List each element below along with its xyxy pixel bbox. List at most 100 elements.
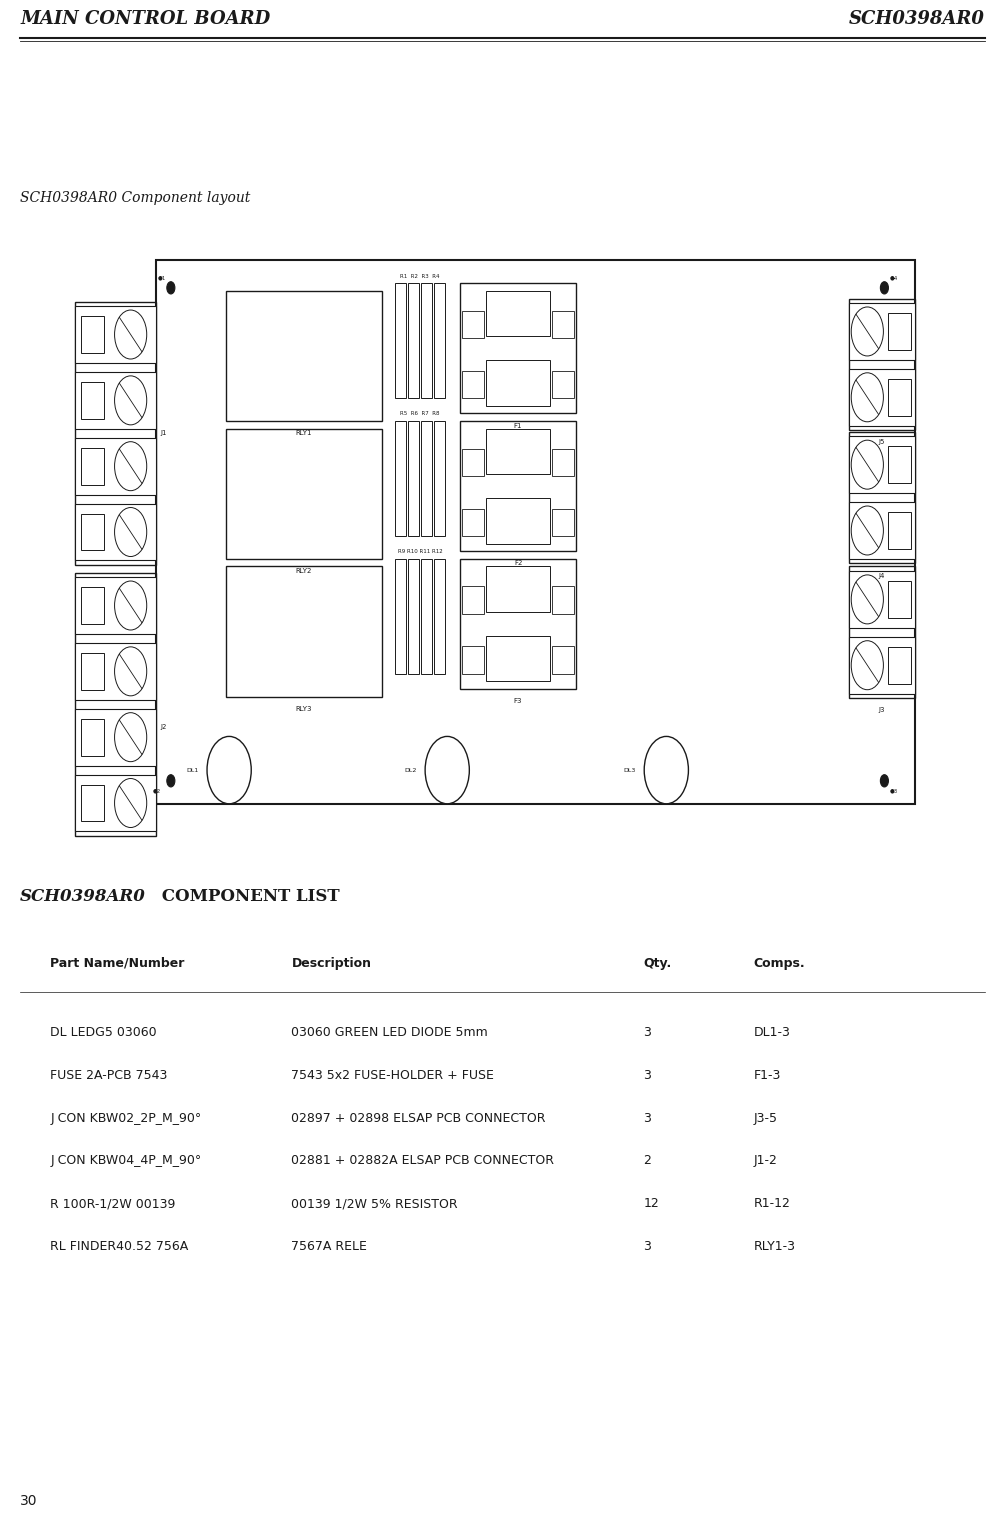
Bar xyxy=(552,449,574,476)
Text: J4: J4 xyxy=(878,573,885,579)
Bar xyxy=(849,436,915,493)
Text: SCH0398AR0: SCH0398AR0 xyxy=(849,9,985,28)
Bar xyxy=(849,432,915,563)
Text: F3: F3 xyxy=(514,698,523,704)
Bar xyxy=(460,559,576,689)
Text: 7567A RELE: 7567A RELE xyxy=(291,1240,367,1252)
Bar xyxy=(75,775,156,831)
Bar xyxy=(226,566,382,697)
Text: ●1: ●1 xyxy=(158,276,166,280)
Text: R1-12: R1-12 xyxy=(754,1197,791,1209)
Text: ●3: ●3 xyxy=(889,788,897,793)
Bar xyxy=(462,449,484,476)
Text: 02897 + 02898 ELSAP PCB CONNECTOR: 02897 + 02898 ELSAP PCB CONNECTOR xyxy=(291,1112,546,1124)
Bar xyxy=(395,559,406,674)
Bar xyxy=(552,311,574,338)
Bar xyxy=(434,283,445,398)
Bar xyxy=(888,580,911,617)
Text: 03060 GREEN LED DIODE 5mm: 03060 GREEN LED DIODE 5mm xyxy=(291,1026,488,1038)
Circle shape xyxy=(851,372,883,421)
Bar xyxy=(408,559,419,674)
Text: RLY2: RLY2 xyxy=(295,568,313,574)
Text: SCH0398AR0 Component layout: SCH0398AR0 Component layout xyxy=(20,191,250,205)
Text: RLY1-3: RLY1-3 xyxy=(754,1240,796,1252)
Text: 2: 2 xyxy=(643,1154,651,1167)
Text: 30: 30 xyxy=(20,1494,37,1508)
Circle shape xyxy=(851,640,883,689)
Bar xyxy=(81,513,104,550)
Bar xyxy=(75,643,156,700)
Text: R5  R6  R7  R8: R5 R6 R7 R8 xyxy=(400,412,440,416)
Text: DL2: DL2 xyxy=(405,767,417,773)
Text: R9 R10 R11 R12: R9 R10 R11 R12 xyxy=(398,550,442,554)
Bar xyxy=(81,784,104,821)
Bar xyxy=(395,283,406,398)
Text: SCH0398AR0: SCH0398AR0 xyxy=(20,888,146,905)
Bar xyxy=(486,429,550,475)
Circle shape xyxy=(115,507,147,556)
Bar xyxy=(849,502,915,559)
Text: 02881 + 02882A ELSAP PCB CONNECTOR: 02881 + 02882A ELSAP PCB CONNECTOR xyxy=(291,1154,555,1167)
Bar xyxy=(888,646,911,683)
Circle shape xyxy=(851,306,883,355)
Bar xyxy=(75,302,156,565)
Circle shape xyxy=(644,736,688,804)
Text: 12: 12 xyxy=(643,1197,659,1209)
Bar xyxy=(849,303,915,360)
Text: Description: Description xyxy=(291,957,372,969)
Bar xyxy=(888,511,911,550)
Bar xyxy=(460,421,576,551)
Circle shape xyxy=(115,712,147,761)
Text: DL3: DL3 xyxy=(624,767,636,773)
Circle shape xyxy=(115,778,147,827)
Bar xyxy=(849,571,915,628)
Bar xyxy=(462,586,484,614)
Bar xyxy=(486,291,550,337)
Bar xyxy=(888,312,911,349)
Bar xyxy=(552,586,574,614)
Circle shape xyxy=(167,775,175,787)
Text: 7543 5x2 FUSE-HOLDER + FUSE: 7543 5x2 FUSE-HOLDER + FUSE xyxy=(291,1069,494,1081)
Circle shape xyxy=(115,646,147,695)
Text: DL LEDG5 03060: DL LEDG5 03060 xyxy=(50,1026,157,1038)
Bar xyxy=(486,360,550,406)
Circle shape xyxy=(425,736,469,804)
Text: F2: F2 xyxy=(514,560,523,566)
Text: MAIN CONTROL BOARD: MAIN CONTROL BOARD xyxy=(20,9,270,28)
Text: J CON KBW02_2P_M_90°: J CON KBW02_2P_M_90° xyxy=(50,1112,201,1124)
Text: 3: 3 xyxy=(643,1240,651,1252)
Bar xyxy=(395,421,406,536)
Bar xyxy=(486,635,550,681)
Bar xyxy=(421,421,432,536)
Circle shape xyxy=(880,775,888,787)
Text: COMPONENT LIST: COMPONENT LIST xyxy=(156,888,340,905)
Circle shape xyxy=(851,574,883,625)
Bar xyxy=(462,646,484,674)
Bar xyxy=(421,283,432,398)
Text: ●4: ●4 xyxy=(889,276,897,280)
Bar xyxy=(888,447,911,484)
Circle shape xyxy=(115,309,147,358)
Text: DL1: DL1 xyxy=(187,767,199,773)
Text: F1: F1 xyxy=(514,423,523,429)
Text: R1  R2  R3  R4: R1 R2 R3 R4 xyxy=(400,274,440,279)
Circle shape xyxy=(851,439,883,490)
Text: J3-5: J3-5 xyxy=(754,1112,778,1124)
Bar xyxy=(849,637,915,694)
Text: 3: 3 xyxy=(643,1112,651,1124)
Circle shape xyxy=(115,441,147,490)
Bar xyxy=(81,652,104,689)
Bar xyxy=(434,421,445,536)
Bar xyxy=(421,559,432,674)
Bar xyxy=(460,283,576,413)
Bar xyxy=(888,378,911,415)
Bar xyxy=(552,646,574,674)
Bar xyxy=(81,586,104,625)
Text: Part Name/Number: Part Name/Number xyxy=(50,957,185,969)
Text: RLY3: RLY3 xyxy=(295,706,313,712)
Text: Comps.: Comps. xyxy=(754,957,805,969)
Bar xyxy=(849,369,915,426)
Bar xyxy=(75,306,156,363)
Bar xyxy=(226,429,382,559)
Text: 3: 3 xyxy=(643,1069,651,1081)
